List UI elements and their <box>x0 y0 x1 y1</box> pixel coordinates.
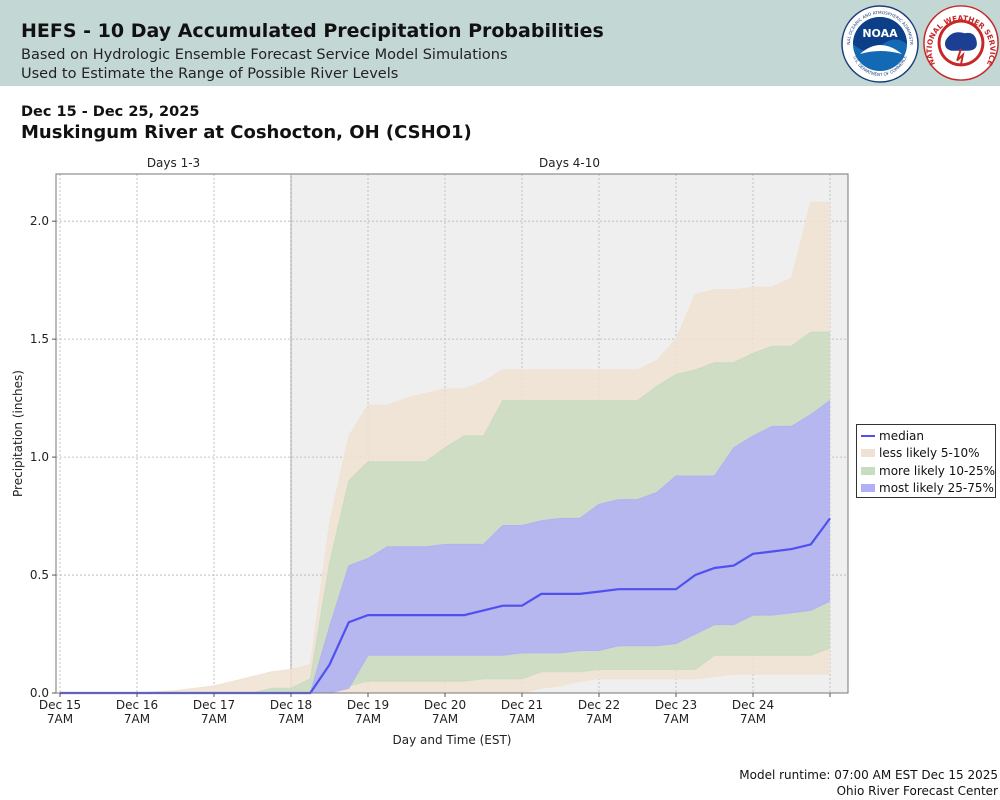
date-range: Dec 15 - Dec 25, 2025 <box>21 104 200 120</box>
y-tick-label: 1.5 <box>30 332 49 346</box>
x-tick-label: Dec 23 <box>655 698 697 712</box>
band-less-likely-upper-edge <box>60 201 830 694</box>
x-tick-label-time: 7AM <box>509 712 535 726</box>
x-tick-label-time: 7AM <box>278 712 304 726</box>
legend-swatch-less-likely <box>861 449 875 458</box>
page-subtitle-1: Based on Hydrologic Ensemble Forecast Se… <box>21 47 508 63</box>
page-title: HEFS - 10 Day Accumulated Precipitation … <box>21 20 604 42</box>
x-tick-label: Dec 20 <box>424 698 466 712</box>
x-tick-label-time: 7AM <box>124 712 150 726</box>
y-axis-label: Precipitation (inches) <box>11 370 25 497</box>
x-tick-label-time: 7AM <box>663 712 689 726</box>
legend-swatch-most-likely <box>861 484 875 493</box>
x-tick-label-time: 7AM <box>201 712 227 726</box>
legend-label-median: median <box>879 428 924 443</box>
legend-item-less-likely: less likely 5-10% <box>861 445 995 463</box>
model-runtime: Model runtime: 07:00 AM EST Dec 15 2025 <box>739 768 998 782</box>
y-tick-label: 1.0 <box>30 450 49 464</box>
noaa-logo-text: NOAA <box>862 27 898 40</box>
x-tick-label: Dec 19 <box>347 698 389 712</box>
x-tick-label: Dec 16 <box>116 698 158 712</box>
y-tick-label: 0.0 <box>30 686 49 700</box>
forecast-center: Ohio River Forecast Center <box>836 784 998 798</box>
noaa-logo: NOAA NATIONAL OCEANIC AND ATMOSPHERIC AD… <box>840 4 919 83</box>
legend-label-most-likely: most likely 25-75% <box>879 481 994 496</box>
x-tick-label: Dec 24 <box>732 698 774 712</box>
legend-label-more-likely: more likely 10-25% <box>879 463 995 478</box>
x-tick-label: Dec 17 <box>193 698 235 712</box>
chart-legend: median less likely 5-10% more likely 10-… <box>856 424 996 498</box>
x-tick-label: Dec 18 <box>270 698 312 712</box>
y-tick-label: 0.5 <box>30 568 49 582</box>
x-tick-label: Dec 15 <box>39 698 81 712</box>
x-tick-label-time: 7AM <box>355 712 381 726</box>
plot-frame <box>55 173 849 694</box>
x-tick-label: Dec 22 <box>578 698 620 712</box>
nws-logo: NATIONAL WEATHER SERVICE <box>923 5 999 81</box>
legend-label-less-likely: less likely 5-10% <box>879 446 980 461</box>
band-most-likely <box>60 400 830 693</box>
legend-swatch-median <box>861 432 875 440</box>
x-tick-label-time: 7AM <box>47 712 73 726</box>
x-tick-label-time: 7AM <box>432 712 458 726</box>
header-banner: HEFS - 10 Day Accumulated Precipitation … <box>0 0 1000 86</box>
y-tick-label: 2.0 <box>30 214 49 228</box>
station-name: Muskingum River at Coshocton, OH (CSHO1) <box>21 122 472 143</box>
x-tick-label-time: 7AM <box>586 712 612 726</box>
chart-axes <box>52 173 849 697</box>
x-tick-label-time: 7AM <box>740 712 766 726</box>
x-axis-label: Day and Time (EST) <box>393 733 512 747</box>
legend-item-median: median <box>861 427 995 445</box>
page-subtitle-2: Used to Estimate the Range of Possible R… <box>21 66 399 82</box>
legend-item-most-likely: most likely 25-75% <box>861 480 995 498</box>
period-label: Days 4-10 <box>539 156 600 170</box>
period-label: Days 1-3 <box>147 156 200 170</box>
legend-swatch-more-likely <box>861 466 875 475</box>
legend-item-more-likely: more likely 10-25% <box>861 462 995 480</box>
x-tick-label: Dec 21 <box>501 698 543 712</box>
